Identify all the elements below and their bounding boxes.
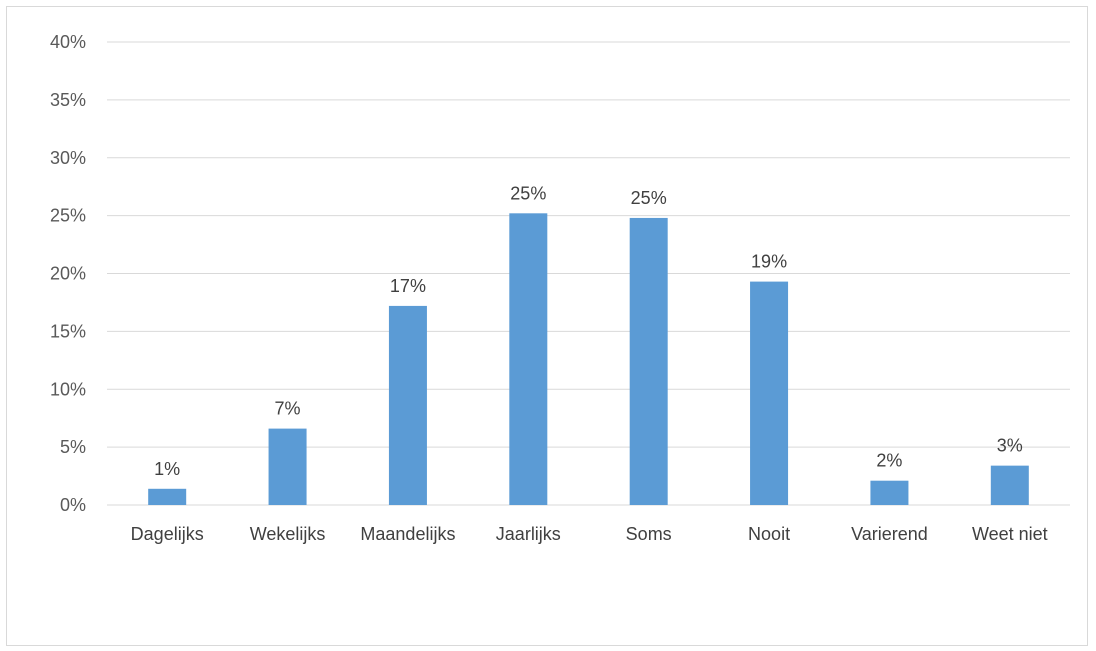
gridlines [107, 41, 1070, 506]
bar [509, 213, 548, 505]
data-label: 17% [390, 276, 426, 296]
y-tick-label: 20% [50, 264, 86, 284]
data-label: 1% [154, 459, 180, 479]
data-label: 2% [876, 451, 902, 471]
data-labels: 1% 7% 17% 25% 25% 19% 2% 3% [154, 183, 1023, 478]
bar [148, 488, 187, 505]
category-label: Jaarlijks [496, 524, 561, 544]
y-tick-label: 25% [50, 206, 86, 226]
bar [388, 305, 427, 505]
y-tick-label: 0% [60, 495, 86, 515]
category-label: Wekelijks [250, 524, 326, 544]
bar [870, 480, 909, 505]
bars [148, 213, 1029, 505]
data-label: 7% [275, 399, 301, 419]
x-axis-labels: Dagelijks Wekelijks Maandelijks Jaarlijks So… [131, 524, 1048, 544]
category-label: Varierend [851, 524, 928, 544]
y-tick-label: 5% [60, 437, 86, 457]
data-label: 25% [510, 183, 546, 203]
bar [750, 281, 789, 505]
y-tick-label: 35% [50, 90, 86, 110]
category-label: Nooit [748, 524, 790, 544]
bar [629, 217, 668, 505]
category-label: Soms [626, 524, 672, 544]
data-label: 19% [751, 252, 787, 272]
data-label: 25% [631, 188, 667, 208]
category-label: Dagelijks [131, 524, 204, 544]
data-label: 3% [997, 436, 1023, 456]
bar [990, 465, 1029, 505]
y-tick-label: 15% [50, 321, 86, 341]
y-axis-ticks: 0% 5% 10% 15% 20% 25% 30% 35% 40% [50, 32, 86, 515]
category-label: Maandelijks [360, 524, 455, 544]
y-tick-label: 40% [50, 32, 86, 52]
bar [268, 428, 307, 505]
category-label: Weet niet [972, 524, 1048, 544]
y-tick-label: 10% [50, 379, 86, 399]
y-tick-label: 30% [50, 148, 86, 168]
